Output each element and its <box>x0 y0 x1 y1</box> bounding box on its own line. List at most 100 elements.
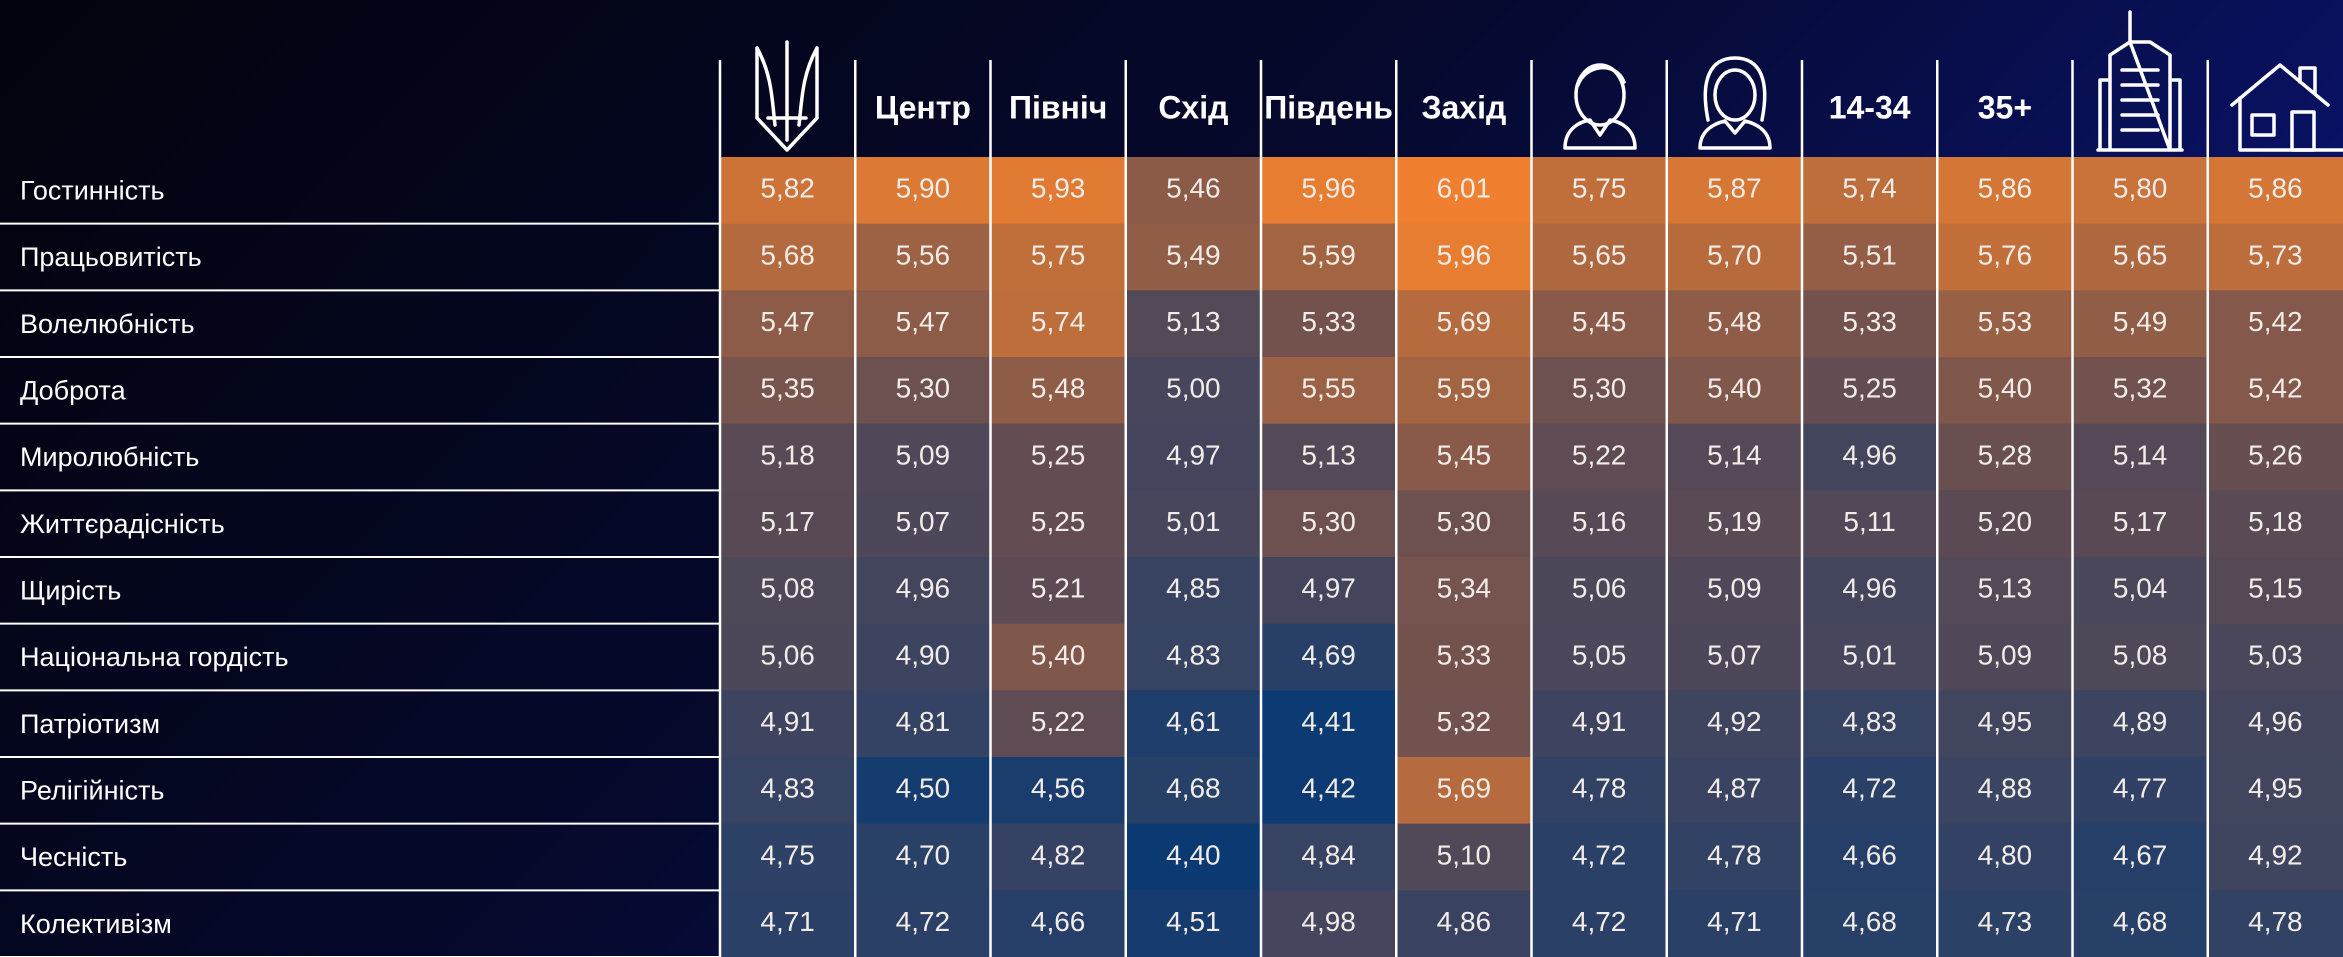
row-label: Чесність <box>20 842 127 872</box>
cell-value: 5,59 <box>1437 373 1492 404</box>
heat-cell <box>990 823 1127 891</box>
heat-cell <box>1125 357 1262 425</box>
heat-cell <box>1937 290 2073 358</box>
heat-cell <box>1396 623 1532 691</box>
cell-value: 5,14 <box>1707 439 1762 470</box>
cell-value: 4,91 <box>1572 706 1627 737</box>
heat-cell <box>990 690 1127 758</box>
heat-cell <box>720 757 856 825</box>
heat-cell <box>720 423 856 491</box>
heat-cell <box>1396 823 1532 891</box>
heat-cell <box>2072 423 2209 491</box>
heat-cell <box>990 423 1127 491</box>
heat-cell <box>2207 690 2343 758</box>
cell-value: 5,21 <box>1031 573 1086 604</box>
heat-cell <box>1396 157 1532 225</box>
column-header: Захід <box>1421 89 1506 125</box>
cell-value: 4,42 <box>1301 773 1356 804</box>
heat-cell <box>2207 890 2343 957</box>
heat-cell <box>1261 823 1397 891</box>
cell-value: 5,45 <box>1437 439 1492 470</box>
cell-value: 4,98 <box>1301 906 1356 937</box>
heat-cell <box>1937 157 2073 225</box>
column-header: Центр <box>875 89 971 125</box>
cell-value: 5,90 <box>896 173 951 204</box>
cell-value: 4,66 <box>1842 839 1897 870</box>
cell-value: 5,48 <box>1707 306 1762 337</box>
heat-cell <box>1531 557 1668 625</box>
heat-cell <box>1261 690 1397 758</box>
header-icons <box>755 10 2343 152</box>
heat-cell <box>1666 690 1803 758</box>
heat-cell <box>1531 490 1668 558</box>
cell-value: 4,70 <box>896 839 951 870</box>
row-label: Працьовитість <box>20 242 202 272</box>
cell-value: 5,48 <box>1031 373 1086 404</box>
heat-cell <box>1396 223 1532 291</box>
heat-cell <box>1666 290 1803 358</box>
heat-cell <box>1937 223 2073 291</box>
cell-value: 4,86 <box>1437 906 1492 937</box>
row-label: Релігійність <box>20 775 164 805</box>
heat-cell <box>2072 223 2209 291</box>
heat-cell <box>1937 490 2073 558</box>
cell-value: 4,78 <box>2248 906 2303 937</box>
heat-cell <box>1802 223 1938 291</box>
heat-cell <box>1666 557 1803 625</box>
heat-cell <box>720 490 856 558</box>
cell-value: 4,67 <box>2113 839 2168 870</box>
heat-cell <box>1396 423 1532 491</box>
cell-value: 5,45 <box>1572 306 1627 337</box>
cell-value: 5,07 <box>1707 639 1762 670</box>
cell-value: 5,86 <box>1978 173 2033 204</box>
cell-value: 5,33 <box>1437 639 1492 670</box>
heat-cell <box>2072 157 2209 225</box>
heat-cell <box>1666 357 1803 425</box>
cell-value: 5,76 <box>1978 239 2033 270</box>
cell-value: 5,93 <box>1031 173 1086 204</box>
heat-cell <box>990 557 1127 625</box>
heat-cell <box>720 290 856 358</box>
cell-value: 4,72 <box>1842 773 1897 804</box>
heat-cell <box>1531 223 1668 291</box>
cell-value: 4,89 <box>2113 706 2168 737</box>
heat-cell <box>1666 623 1803 691</box>
cell-value: 4,95 <box>2248 773 2303 804</box>
cell-value: 5,07 <box>896 506 951 537</box>
heat-cell <box>855 223 991 291</box>
cell-value: 5,51 <box>1842 239 1897 270</box>
heat-cell <box>720 890 856 957</box>
column-header: 35+ <box>1978 89 2032 125</box>
cell-value: 4,50 <box>896 773 951 804</box>
heat-cell <box>1396 357 1532 425</box>
heat-cell <box>2072 690 2209 758</box>
cell-value: 5,33 <box>1301 306 1356 337</box>
heat-cell <box>1261 223 1397 291</box>
cell-value: 5,25 <box>1842 373 1897 404</box>
cell-value: 5,70 <box>1707 239 1762 270</box>
heat-cell <box>1531 157 1668 225</box>
heat-cell <box>1937 557 2073 625</box>
cell-value: 6,01 <box>1437 173 1492 204</box>
heat-cell <box>1531 423 1668 491</box>
heat-cell <box>1125 423 1262 491</box>
cell-value: 5,33 <box>1842 306 1897 337</box>
heat-cell <box>1937 357 2073 425</box>
icon-ukraine <box>755 40 819 152</box>
cell-value: 5,13 <box>1978 573 2033 604</box>
cell-value: 4,95 <box>1978 706 2033 737</box>
cell-value: 5,13 <box>1301 439 1356 470</box>
cell-value: 5,59 <box>1301 239 1356 270</box>
cell-value: 4,90 <box>896 639 951 670</box>
cell-value: 5,00 <box>1166 373 1221 404</box>
cell-value: 5,42 <box>2248 306 2303 337</box>
heat-cell <box>1531 890 1668 957</box>
heat-cell <box>990 157 1127 225</box>
heat-cell <box>1937 423 2073 491</box>
heat-cell <box>720 557 856 625</box>
cell-value: 5,17 <box>760 506 815 537</box>
heat-cell <box>1396 557 1532 625</box>
heat-cell <box>2207 423 2343 491</box>
cell-value: 5,40 <box>1707 373 1762 404</box>
